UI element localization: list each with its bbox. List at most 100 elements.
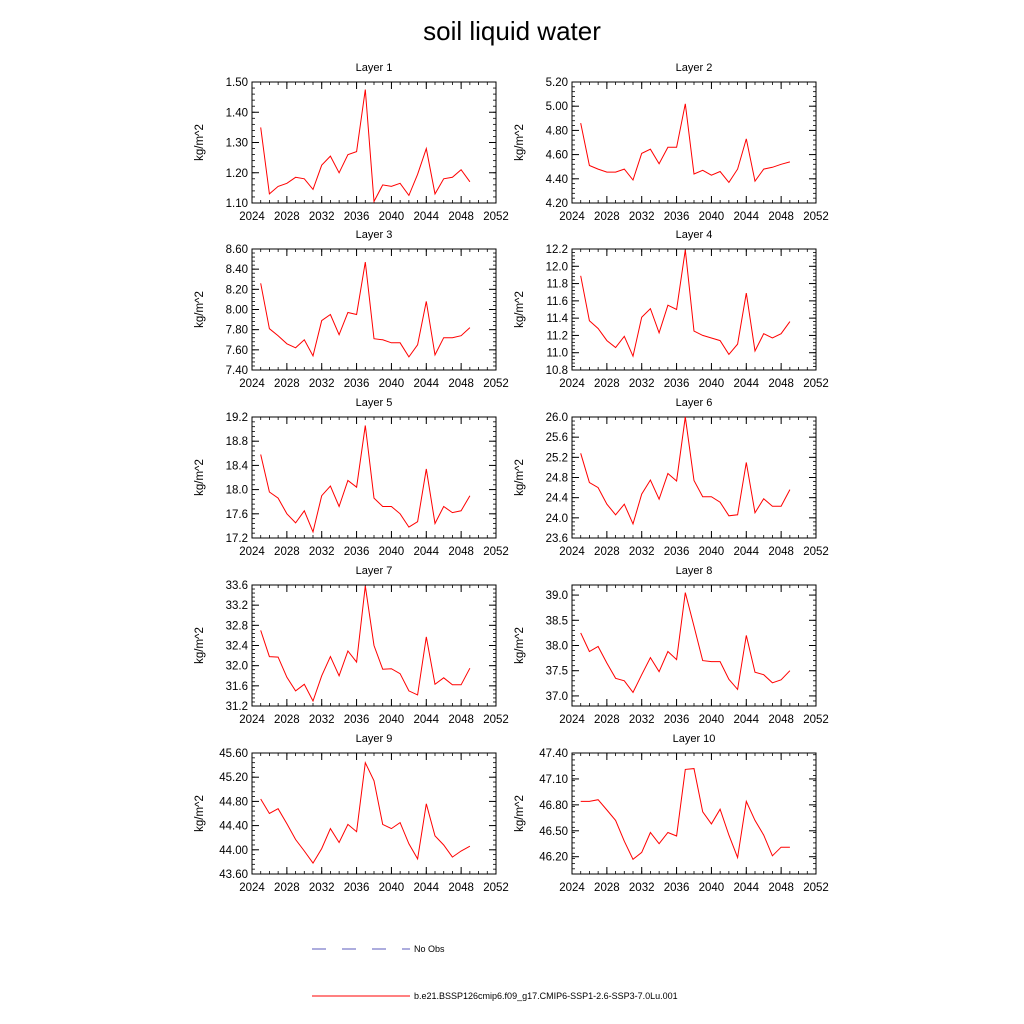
x-tick-label: 2036 bbox=[664, 882, 690, 894]
x-tick-label: 2048 bbox=[768, 378, 794, 390]
x-tick-label: 2044 bbox=[413, 882, 439, 894]
y-tick-label: 10.8 bbox=[546, 365, 568, 377]
panel-title: Layer 2 bbox=[676, 62, 713, 74]
y-axis-label: kg/m^2 bbox=[194, 291, 206, 328]
y-tick-label: 39.0 bbox=[546, 590, 568, 602]
x-tick-label: 2048 bbox=[448, 546, 474, 558]
y-tick-label: 4.40 bbox=[546, 174, 568, 186]
x-tick-label: 2040 bbox=[699, 378, 725, 390]
x-tick-label: 2024 bbox=[239, 211, 265, 223]
plot-frame bbox=[251, 81, 497, 204]
y-axis-label: kg/m^2 bbox=[514, 627, 526, 664]
y-tick-label: 8.00 bbox=[226, 305, 248, 317]
legend: No Obs b.e21.BSSP126cmip6.f09_g17.CMIP6-… bbox=[312, 944, 678, 1001]
y-tick-label: 17.2 bbox=[226, 533, 248, 545]
x-tick-label: 2024 bbox=[559, 211, 585, 223]
x-tick-label: 2044 bbox=[413, 546, 439, 558]
y-tick-label: 7.60 bbox=[226, 345, 248, 357]
y-tick-label: 23.6 bbox=[546, 533, 568, 545]
x-tick-label: 2036 bbox=[344, 882, 370, 894]
y-axis-label: kg/m^2 bbox=[514, 291, 526, 328]
x-tick-label: 2036 bbox=[344, 211, 370, 223]
chart-panel-9: Layer 9 2024 2028 2032 2036 2040 2044 2048 2052 4… bbox=[194, 733, 509, 894]
y-tick-label: 8.60 bbox=[226, 244, 248, 256]
y-tick-label: 11.6 bbox=[546, 296, 568, 308]
y-tick-label: 4.60 bbox=[546, 150, 568, 162]
x-tick-label: 2036 bbox=[664, 378, 690, 390]
x-tick-label: 2028 bbox=[274, 714, 300, 726]
x-tick-label: 2048 bbox=[768, 546, 794, 558]
y-axis-label: kg/m^2 bbox=[514, 795, 526, 832]
y-tick-label: 31.2 bbox=[226, 701, 248, 713]
x-tick-label: 2028 bbox=[274, 378, 300, 390]
y-tick-label: 7.80 bbox=[226, 325, 248, 337]
y-tick-label: 12.0 bbox=[546, 261, 568, 273]
chart-panel-7: Layer 7 2024 2028 2032 2036 2040 2044 2048 2052 3… bbox=[194, 565, 509, 726]
x-tick-label: 2032 bbox=[309, 378, 335, 390]
series-line bbox=[580, 416, 791, 526]
x-tick-label: 2032 bbox=[309, 714, 335, 726]
y-tick-label: 19.2 bbox=[226, 412, 248, 424]
series-line bbox=[260, 89, 471, 204]
series-line bbox=[260, 585, 471, 703]
plot-frame bbox=[571, 248, 817, 371]
y-tick-label: 38.0 bbox=[546, 641, 568, 653]
series-line bbox=[260, 760, 471, 865]
y-tick-label: 7.40 bbox=[226, 365, 248, 377]
chart-panel-6: Layer 6 2024 2028 2032 2036 2040 2044 2048 2052 2… bbox=[514, 397, 829, 558]
panel-title: Layer 8 bbox=[676, 565, 713, 577]
plot-frame bbox=[571, 752, 817, 875]
x-tick-label: 2048 bbox=[768, 714, 794, 726]
x-tick-label: 2048 bbox=[448, 882, 474, 894]
x-tick-label: 2028 bbox=[594, 211, 620, 223]
x-tick-label: 2044 bbox=[413, 378, 439, 390]
x-tick-label: 2032 bbox=[629, 211, 655, 223]
y-tick-label: 31.6 bbox=[226, 681, 248, 693]
y-tick-label: 11.0 bbox=[546, 348, 568, 360]
plot-frame bbox=[251, 752, 497, 875]
x-tick-label: 2048 bbox=[768, 211, 794, 223]
y-tick-label: 1.20 bbox=[226, 168, 248, 180]
x-tick-label: 2024 bbox=[559, 546, 585, 558]
x-tick-label: 2052 bbox=[483, 546, 509, 558]
panel-title: Layer 6 bbox=[676, 397, 713, 409]
y-tick-label: 44.40 bbox=[219, 821, 248, 833]
plot-frame bbox=[251, 248, 497, 371]
panel-title: Layer 9 bbox=[356, 733, 393, 745]
x-tick-label: 2028 bbox=[274, 546, 300, 558]
y-tick-label: 5.00 bbox=[546, 101, 568, 113]
y-tick-label: 38.5 bbox=[546, 615, 568, 627]
y-tick-label: 45.60 bbox=[219, 748, 248, 760]
x-tick-label: 2052 bbox=[483, 211, 509, 223]
y-tick-label: 43.60 bbox=[219, 869, 248, 881]
y-axis-label: kg/m^2 bbox=[194, 627, 206, 664]
plot-frame bbox=[251, 416, 497, 539]
series-line bbox=[580, 768, 790, 861]
x-tick-label: 2028 bbox=[594, 546, 620, 558]
chart-panel-10: Layer 10 2024 2028 2032 2036 2040 2044 2048 2052… bbox=[514, 733, 829, 894]
x-tick-label: 2032 bbox=[629, 714, 655, 726]
main-title: soil liquid water bbox=[423, 16, 601, 46]
y-tick-label: 45.20 bbox=[219, 772, 248, 784]
x-tick-label: 2052 bbox=[803, 546, 829, 558]
y-tick-label: 24.4 bbox=[546, 493, 569, 505]
chart-panel-3: Layer 3 2024 2028 2032 2036 2040 2044 2048 2052 7… bbox=[194, 229, 509, 390]
chart-panel-2: Layer 2 2024 2028 2032 2036 2040 2044 2048 2052 4… bbox=[514, 62, 829, 223]
y-tick-label: 24.0 bbox=[546, 513, 568, 525]
x-tick-label: 2052 bbox=[803, 882, 829, 894]
x-tick-label: 2048 bbox=[448, 714, 474, 726]
x-tick-label: 2024 bbox=[239, 378, 265, 390]
y-tick-label: 32.0 bbox=[226, 661, 248, 673]
y-axis-label: kg/m^2 bbox=[194, 124, 206, 161]
x-tick-label: 2044 bbox=[733, 882, 759, 894]
x-tick-label: 2044 bbox=[413, 211, 439, 223]
chart-panel-5: Layer 5 2024 2028 2032 2036 2040 2044 2048 2052 1… bbox=[194, 397, 509, 558]
chart-panel-4: Layer 4 2024 2028 2032 2036 2040 2044 2048 2052 1… bbox=[514, 229, 829, 390]
x-tick-label: 2040 bbox=[699, 882, 725, 894]
x-tick-label: 2044 bbox=[733, 546, 759, 558]
y-tick-label: 17.6 bbox=[226, 509, 248, 521]
x-tick-label: 2024 bbox=[239, 714, 265, 726]
y-tick-label: 37.0 bbox=[546, 691, 568, 703]
x-tick-label: 2024 bbox=[559, 714, 585, 726]
